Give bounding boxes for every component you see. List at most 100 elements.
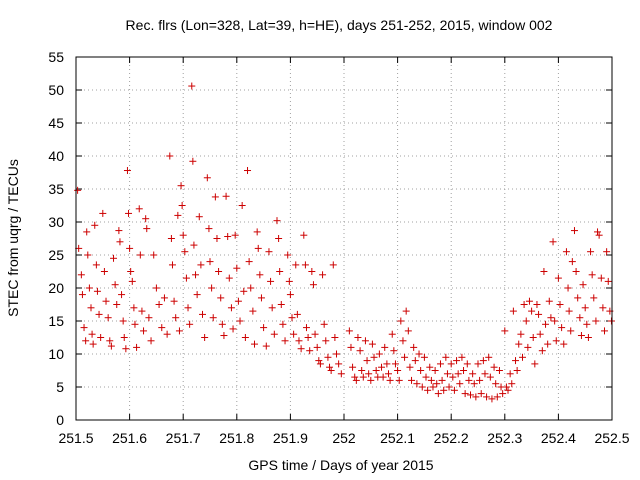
data-point — [390, 347, 398, 355]
data-point — [607, 317, 615, 325]
x-tick-label: 252.1 — [380, 430, 415, 446]
data-point — [236, 317, 244, 325]
data-point — [383, 360, 391, 368]
data-point — [227, 304, 235, 312]
data-point — [570, 227, 578, 235]
data-point — [309, 281, 317, 289]
data-point — [386, 376, 394, 384]
data-point — [529, 334, 537, 341]
data-point — [522, 317, 530, 325]
data-point — [542, 320, 550, 328]
data-point — [345, 327, 353, 335]
data-point — [499, 390, 507, 398]
data-point — [168, 261, 176, 269]
data-point — [138, 307, 146, 315]
data-point — [220, 332, 228, 340]
data-point — [285, 277, 293, 285]
data-point — [431, 367, 439, 374]
data-point — [326, 363, 334, 371]
data-point — [320, 320, 328, 328]
data-point — [286, 291, 294, 299]
data-point — [513, 367, 521, 374]
data-point — [477, 390, 485, 398]
data-point — [186, 320, 194, 328]
data-point — [399, 337, 407, 345]
data-point — [197, 261, 205, 269]
data-point — [429, 383, 437, 391]
y-tick-label: 30 — [48, 214, 64, 230]
data-point — [163, 330, 171, 338]
data-point — [102, 297, 110, 305]
data-point — [512, 357, 520, 365]
data-point — [520, 301, 528, 308]
data-point — [540, 268, 548, 275]
data-point — [306, 347, 314, 355]
data-point — [83, 228, 91, 236]
data-point — [354, 334, 362, 341]
data-point — [485, 353, 493, 361]
data-point — [211, 193, 219, 201]
data-point — [604, 277, 612, 285]
data-point — [85, 284, 93, 292]
x-axis-label: GPS time / Days of year 2015 — [248, 457, 433, 473]
data-point — [97, 334, 105, 341]
data-point — [508, 380, 516, 388]
data-point — [483, 393, 491, 401]
data-point — [244, 167, 252, 175]
data-point — [576, 314, 584, 322]
data-point — [257, 294, 265, 302]
data-point — [458, 353, 466, 361]
data-point — [447, 360, 455, 368]
data-point — [118, 291, 126, 299]
data-point — [155, 301, 163, 308]
data-point — [125, 209, 133, 217]
data-point — [254, 244, 262, 252]
data-point — [160, 294, 168, 302]
data-point — [128, 277, 136, 285]
data-point — [304, 334, 312, 341]
data-point — [379, 373, 387, 381]
data-point — [552, 337, 560, 345]
data-point — [449, 373, 457, 381]
data-point — [217, 294, 225, 302]
data-point — [113, 301, 121, 308]
data-point — [262, 342, 270, 350]
data-point — [234, 297, 242, 305]
data-point — [577, 332, 585, 340]
data-point — [311, 330, 319, 338]
data-point — [100, 268, 108, 275]
data-point — [74, 186, 82, 194]
data-point — [111, 281, 119, 289]
data-point — [592, 317, 600, 325]
data-point — [147, 337, 155, 345]
data-point — [454, 370, 462, 378]
data-point — [229, 325, 237, 333]
data-point — [203, 174, 211, 182]
data-point — [195, 213, 203, 221]
data-point — [440, 386, 448, 394]
data-point — [554, 274, 562, 282]
data-point — [347, 343, 355, 351]
data-point — [110, 254, 118, 262]
data-point — [150, 251, 158, 259]
data-point — [213, 235, 221, 242]
data-point — [413, 380, 421, 388]
data-point — [424, 386, 432, 394]
data-point — [460, 367, 468, 374]
data-point — [281, 337, 289, 345]
data-point — [302, 324, 310, 332]
data-point — [352, 376, 360, 384]
data-point — [233, 264, 241, 272]
data-point — [193, 291, 201, 299]
data-point — [404, 327, 412, 335]
data-point — [456, 380, 464, 388]
data-point — [145, 314, 153, 322]
chart-title: Rec. flrs (Lon=328, Lat=39, h=HE), days … — [126, 17, 553, 33]
tick-layer: 251.5 251.6 251.7 251.8 251.9 252 252.1 252.2 25… — [48, 49, 629, 446]
data-point — [288, 314, 296, 322]
data-point — [544, 340, 552, 348]
data-point — [476, 376, 484, 384]
data-point — [327, 367, 335, 374]
data-point — [517, 330, 525, 338]
